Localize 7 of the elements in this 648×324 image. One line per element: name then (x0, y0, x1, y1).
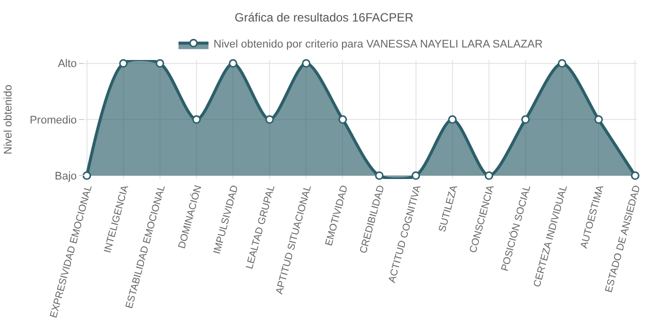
x-tick-label: LEALTAD GRUPAL (244, 184, 278, 270)
category-label: Promedio (30, 114, 77, 126)
chart-title: Gráfica de resultados 16FACPER (234, 10, 414, 24)
category-label: Bajo (54, 170, 77, 182)
y-axis-title: Nivel obtenido (2, 84, 14, 154)
category-label: Alto (58, 58, 77, 70)
legend-label: Nivel obtenido por criterio para VANESSA NAYELI LARA SALAZAR (214, 38, 543, 50)
